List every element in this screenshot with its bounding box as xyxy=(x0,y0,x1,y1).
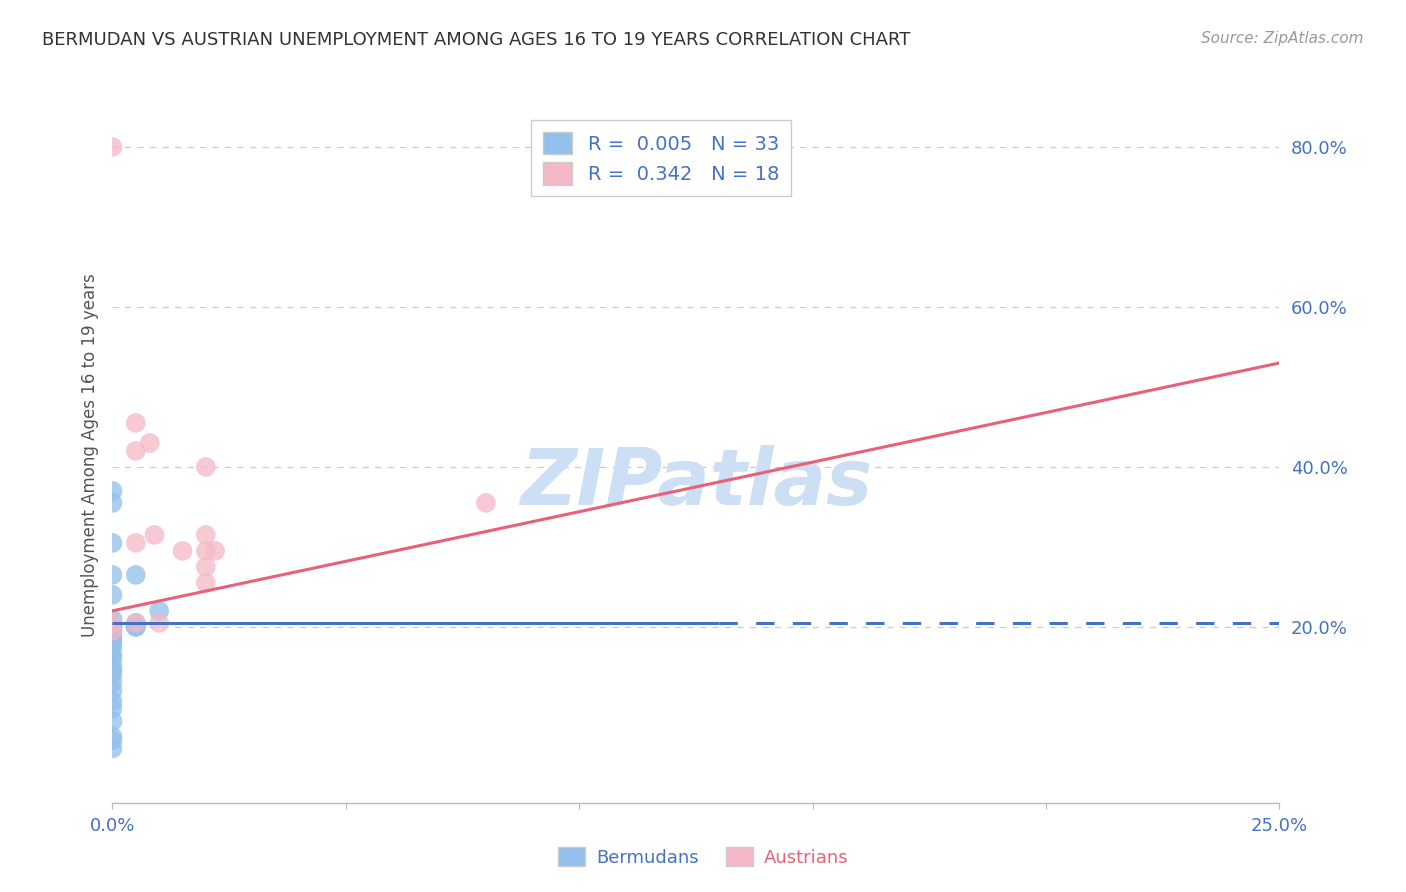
Point xyxy=(125,416,148,430)
Point xyxy=(101,648,124,662)
Point xyxy=(139,436,162,450)
Y-axis label: Unemployment Among Ages 16 to 19 years: Unemployment Among Ages 16 to 19 years xyxy=(80,273,98,637)
Point xyxy=(125,615,148,630)
Point xyxy=(101,483,124,498)
Point xyxy=(101,632,124,646)
Point xyxy=(101,660,124,674)
Point xyxy=(125,620,148,634)
Point xyxy=(101,624,124,638)
Point xyxy=(101,694,124,708)
Point xyxy=(194,560,217,574)
Point xyxy=(101,615,124,630)
Point xyxy=(101,536,124,550)
Point xyxy=(101,730,124,744)
Point xyxy=(101,701,124,715)
Point xyxy=(101,664,124,678)
Point xyxy=(101,668,124,682)
Point xyxy=(143,528,166,542)
Point xyxy=(194,575,217,590)
Point xyxy=(125,444,148,458)
Point xyxy=(101,615,124,630)
Text: Source: ZipAtlas.com: Source: ZipAtlas.com xyxy=(1201,31,1364,46)
Text: ZIPatlas: ZIPatlas xyxy=(520,445,872,521)
Legend: R =  0.005   N = 33, R =  0.342   N = 18: R = 0.005 N = 33, R = 0.342 N = 18 xyxy=(531,120,790,196)
Point xyxy=(148,604,170,618)
Point xyxy=(101,624,124,638)
Point xyxy=(101,612,124,626)
Point xyxy=(125,615,148,630)
Point xyxy=(194,528,217,542)
Point xyxy=(101,615,124,630)
Point xyxy=(101,588,124,602)
Point xyxy=(125,620,148,634)
Point xyxy=(125,536,148,550)
Point xyxy=(101,567,124,582)
Point xyxy=(101,620,124,634)
Point xyxy=(172,544,194,558)
Point xyxy=(101,140,124,154)
Point xyxy=(101,741,124,756)
Point xyxy=(194,544,217,558)
Point xyxy=(101,636,124,650)
Point xyxy=(101,676,124,690)
Point xyxy=(101,683,124,698)
Point xyxy=(101,496,124,510)
Point xyxy=(194,459,217,474)
Point xyxy=(101,714,124,729)
Text: BERMUDAN VS AUSTRIAN UNEMPLOYMENT AMONG AGES 16 TO 19 YEARS CORRELATION CHART: BERMUDAN VS AUSTRIAN UNEMPLOYMENT AMONG … xyxy=(42,31,911,49)
Legend: Bermudans, Austrians: Bermudans, Austrians xyxy=(551,840,855,874)
Point xyxy=(125,567,148,582)
Point xyxy=(204,544,226,558)
Point xyxy=(101,620,124,634)
Point xyxy=(101,628,124,642)
Point xyxy=(101,652,124,666)
Point xyxy=(148,615,170,630)
Point xyxy=(101,640,124,654)
Point xyxy=(101,733,124,747)
Point xyxy=(475,496,498,510)
